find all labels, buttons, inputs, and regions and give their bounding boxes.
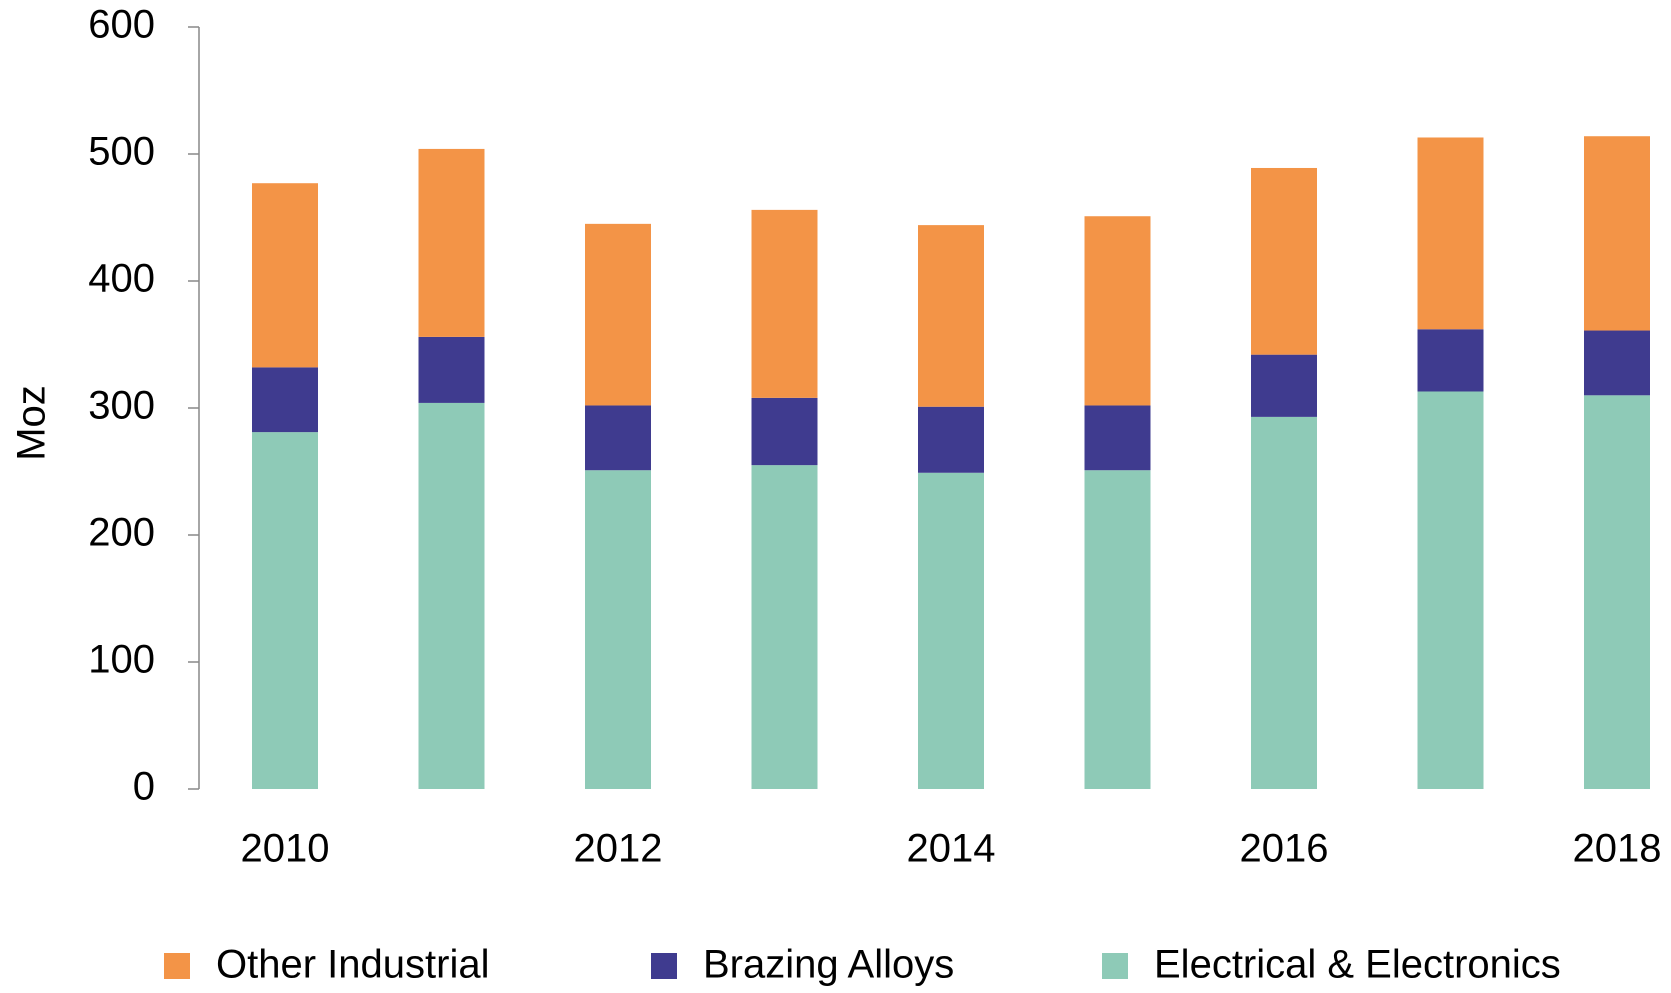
x-tick-label: 2010: [241, 827, 330, 871]
y-tick-label: 400: [88, 257, 155, 301]
y-tick-label: 100: [88, 638, 155, 682]
legend-swatch: [164, 953, 190, 979]
bar-segment: [1584, 395, 1650, 789]
bar-segment: [918, 472, 984, 789]
bar-segment: [1084, 470, 1151, 789]
bar-segment: [418, 336, 485, 403]
bar-segment: [585, 470, 651, 789]
y-tick-label: 200: [88, 511, 155, 555]
legend-label: Brazing Alloys: [703, 943, 954, 987]
bar-segment: [1084, 405, 1151, 471]
y-axis-label: Moz: [10, 385, 54, 461]
bar-segment: [751, 397, 818, 466]
legend-swatch: [1102, 953, 1128, 979]
bar-segment: [1084, 216, 1151, 406]
bar-segment: [918, 406, 984, 473]
bar-segment: [918, 225, 984, 407]
y-tick-label: 600: [88, 3, 155, 47]
bar-segment: [1584, 136, 1650, 331]
bar-segment: [751, 209, 818, 398]
bar-segment: [252, 367, 318, 433]
bar-segment: [418, 148, 485, 337]
legend-label: Other Industrial: [216, 943, 489, 987]
bar-segment: [1417, 329, 1484, 392]
bar-segment: [1417, 391, 1484, 789]
x-tick-label: 2018: [1573, 827, 1662, 871]
legend-label: Electrical & Electronics: [1154, 943, 1561, 987]
bar-segment: [1251, 167, 1317, 355]
legend-swatch: [651, 953, 677, 979]
bar-segment: [1417, 137, 1484, 330]
bar-segment: [585, 223, 651, 406]
x-tick-label: 2016: [1240, 827, 1329, 871]
bar-segment: [1251, 416, 1317, 789]
bar-segment: [1584, 330, 1650, 396]
bar-segment: [1251, 354, 1317, 417]
x-tick-label: 2014: [907, 827, 996, 871]
y-tick-label: 500: [88, 130, 155, 174]
bar-segment: [418, 402, 485, 789]
x-tick-label: 2012: [574, 827, 663, 871]
bar-segment: [252, 432, 318, 789]
y-tick-label: 0: [133, 765, 155, 809]
bar-segment: [751, 465, 818, 789]
bar-segment: [252, 183, 318, 368]
y-tick-label: 300: [88, 384, 155, 428]
bar-segment: [585, 405, 651, 471]
